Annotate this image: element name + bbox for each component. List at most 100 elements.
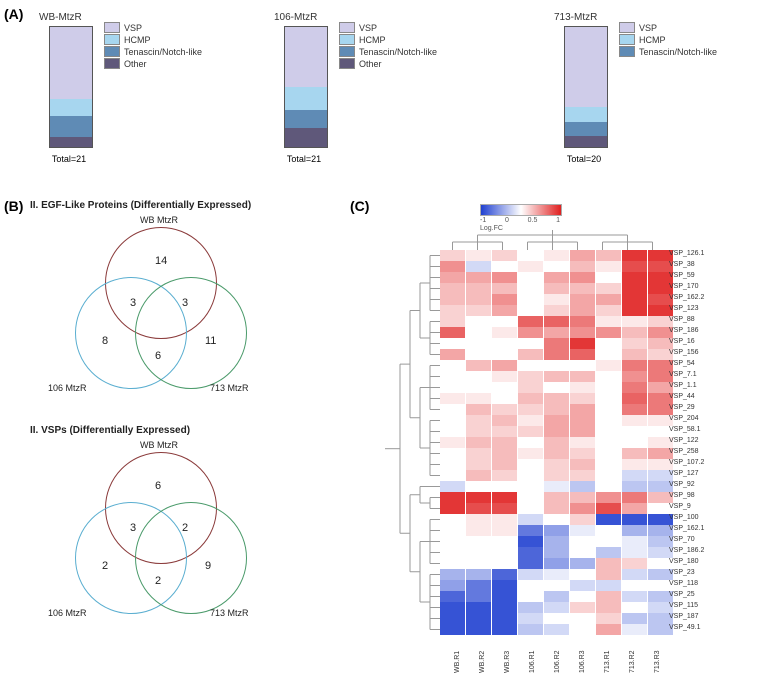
- heatmap-cell: [596, 327, 622, 338]
- heatmap-cell: [518, 569, 544, 580]
- heatmap-cell: [440, 525, 466, 536]
- heatmap-col-label: 713.R3: [654, 650, 661, 673]
- bar-total: Total=21: [19, 154, 119, 164]
- bar-total: Total=21: [254, 154, 354, 164]
- heatmap-cell: [440, 547, 466, 558]
- heatmap-cell: [440, 382, 466, 393]
- heatmap-row: [440, 613, 674, 624]
- heatmap-cell: [544, 272, 570, 283]
- heatmap-cell: [492, 338, 518, 349]
- heatmap-cell: [440, 261, 466, 272]
- heatmap-cell: [570, 459, 596, 470]
- heatmap-cell: [622, 602, 648, 613]
- heatmap-cell: [544, 547, 570, 558]
- heatmap-cell: [466, 404, 492, 415]
- heatmap-cell: [440, 613, 466, 624]
- panel-b: II. EGF-Like Proteins (Differentially Ex…: [0, 200, 340, 650]
- heatmap-cell: [622, 525, 648, 536]
- heatmap-cell: [570, 437, 596, 448]
- heatmap-cell: [518, 360, 544, 371]
- heatmap-cell: [440, 426, 466, 437]
- heatmap-cell: [466, 470, 492, 481]
- heatmap-cell: [518, 261, 544, 272]
- heatmap-cell: [518, 250, 544, 261]
- heatmap-row-label: VSP_162.2: [669, 294, 704, 301]
- venn-count: 6: [155, 480, 161, 492]
- venn-circle: [135, 502, 247, 614]
- heatmap-cell: [466, 602, 492, 613]
- heatmap: VSP_126.1VSP_38VSP_59VSP_170VSP_162.2VSP…: [440, 250, 674, 635]
- heatmap-row: [440, 272, 674, 283]
- heatmap-cell: [544, 382, 570, 393]
- heatmap-row-label: VSP_127: [669, 470, 699, 477]
- heatmap-row: [440, 393, 674, 404]
- legend-item: VSP: [339, 22, 437, 33]
- heatmap-cell: [440, 569, 466, 580]
- heatmap-cell: [544, 470, 570, 481]
- heatmap-row: [440, 349, 674, 360]
- heatmap-cell: [596, 503, 622, 514]
- legend-item: VSP: [619, 22, 717, 33]
- heatmap-cell: [518, 437, 544, 448]
- heatmap-cell: [544, 558, 570, 569]
- heatmap-row-label: VSP_44: [669, 393, 695, 400]
- heatmap-cell: [544, 371, 570, 382]
- heatmap-row-label: VSP_162.1: [669, 525, 704, 532]
- heatmap-cell: [596, 448, 622, 459]
- heatmap-cell: [492, 426, 518, 437]
- heatmap-col-label: 713.R1: [604, 650, 611, 673]
- heatmap-cell: [492, 327, 518, 338]
- heatmap-cell: [518, 624, 544, 635]
- heatmap-cell: [440, 514, 466, 525]
- heatmap-cell: [570, 426, 596, 437]
- heatmap-cell: [622, 470, 648, 481]
- heatmap-cell: [466, 250, 492, 261]
- heatmap-cell: [596, 470, 622, 481]
- bar-segment: [565, 136, 607, 147]
- heatmap-cell: [596, 459, 622, 470]
- heatmap-cell: [492, 316, 518, 327]
- heatmap-cell: [570, 327, 596, 338]
- heatmap-cell: [596, 360, 622, 371]
- heatmap-cell: [622, 613, 648, 624]
- heatmap-cell: [544, 525, 570, 536]
- heatmap-row-label: VSP_92: [669, 481, 695, 488]
- heatmap-cell: [544, 514, 570, 525]
- heatmap-cell: [440, 338, 466, 349]
- heatmap-cell: [466, 349, 492, 360]
- venn-label-right: 713 MtzR: [210, 383, 249, 393]
- heatmap-cell: [466, 547, 492, 558]
- heatmap-cell: [570, 536, 596, 547]
- heatmap-row: [440, 261, 674, 272]
- heatmap-row-label: VSP_204: [669, 415, 699, 422]
- bar-segment: [50, 27, 92, 99]
- heatmap-cell: [596, 602, 622, 613]
- heatmap-cell: [622, 569, 648, 580]
- heatmap-cell: [466, 481, 492, 492]
- venn-count: 3: [130, 297, 136, 309]
- heatmap-row: [440, 294, 674, 305]
- heatmap-cell: [518, 525, 544, 536]
- heatmap-row-label: VSP_88: [669, 316, 695, 323]
- heatmap-cell: [622, 371, 648, 382]
- heatmap-cell: [466, 448, 492, 459]
- heatmap-cell: [492, 558, 518, 569]
- heatmap-cell: [440, 492, 466, 503]
- heatmap-cell: [492, 547, 518, 558]
- heatmap-cell: [570, 448, 596, 459]
- heatmap-col-label: WB.R1: [454, 651, 461, 673]
- row-dendrogram: [355, 250, 440, 635]
- heatmap-cell: [544, 448, 570, 459]
- heatmap-row: [440, 338, 674, 349]
- heatmap-row: [440, 481, 674, 492]
- legend-swatch: [619, 22, 635, 33]
- heatmap-cell: [492, 624, 518, 635]
- heatmap-cell: [440, 272, 466, 283]
- heatmap-cell: [544, 393, 570, 404]
- heatmap-cell: [596, 283, 622, 294]
- heatmap-row: [440, 569, 674, 580]
- colorbar-tick: 1: [556, 217, 560, 224]
- heatmap-cell: [570, 283, 596, 294]
- heatmap-cell: [544, 459, 570, 470]
- heatmap-row-label: VSP_54: [669, 360, 695, 367]
